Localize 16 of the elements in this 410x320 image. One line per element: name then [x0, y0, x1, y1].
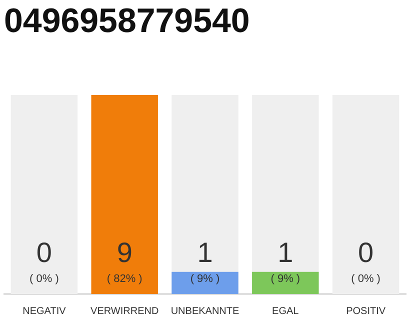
chart-title: 0496958779540	[4, 2, 250, 41]
annotation: ( 0% )	[351, 273, 380, 285]
x-tick-label: VERWIRREND	[90, 306, 159, 317]
annotation: ( 82% )	[106, 273, 142, 285]
x-tick-label: UNBEKANNTE	[170, 306, 240, 317]
x-tick-label: NEGATIV	[22, 306, 66, 317]
data-label: 9	[116, 237, 132, 268]
data-label: 1	[278, 237, 294, 268]
x-tick-label: EGAL	[272, 306, 300, 317]
data-label: 0	[358, 237, 374, 268]
x-tick-label: POSITIV	[346, 306, 386, 317]
annotation: ( 9% )	[270, 273, 300, 285]
data-label: 0	[36, 237, 52, 268]
annotation: ( 0% )	[30, 273, 59, 285]
data-label: 1	[197, 237, 213, 268]
annotation: ( 9% )	[190, 273, 220, 285]
